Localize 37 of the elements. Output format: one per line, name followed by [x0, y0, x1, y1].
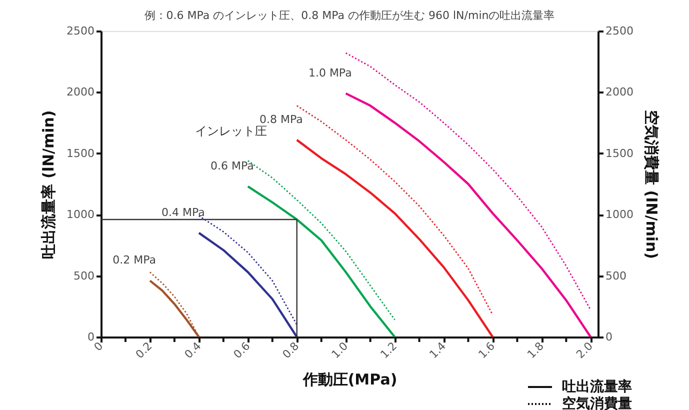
y2-tick-label: 0 [606, 330, 612, 344]
x-tick-label: 1.4 [426, 340, 448, 362]
y2-tick-label: 2000 [606, 86, 634, 99]
series-label: 1.0 MPa [308, 66, 352, 80]
y2-tick-label: 2500 [606, 24, 634, 38]
y-tick-label: 1500 [66, 146, 94, 160]
line-series [344, 92, 592, 337]
x-tick-label: 1.8 [524, 340, 546, 362]
x-tick-label: 0.8 [280, 340, 302, 362]
x-tick-label: 1.0 [329, 340, 351, 362]
y-tick-label: 2000 [66, 86, 94, 99]
chart-title: 例：0.6 MPa のインレット圧、0.8 MPa の作動圧が生む 960 lN/minの吐出流量率 [144, 9, 555, 22]
text: 吐出流量率 [562, 378, 632, 395]
y2-tick-label: 1500 [606, 146, 634, 160]
x-axis-title: 作動圧(MPa) [302, 370, 398, 388]
x-tick-label: 0.4 [182, 340, 204, 362]
x-tick-label: 1.6 [476, 340, 498, 362]
annotation: インレット圧 [195, 124, 267, 138]
y-tick-label: 1000 [66, 208, 94, 222]
line-series [198, 215, 298, 326]
x-tick-label: 0.6 [231, 340, 253, 362]
x-tick-label: 0 [92, 340, 106, 354]
series-label: 0.4 MPa [162, 206, 205, 219]
series-label: 0.8 MPa [259, 112, 303, 126]
y2-axis-title: 空気消費量 (IN/min) [642, 110, 660, 259]
y-axis-title: 吐出流量率 (lN/min) [40, 110, 58, 259]
y2-tick-label: 500 [606, 269, 626, 282]
x-tick-label: 0.2 [133, 340, 155, 362]
y-tick-label: 500 [74, 269, 94, 282]
series-label: 0.2 MPa [112, 254, 156, 267]
y-tick-label: 2500 [66, 24, 94, 38]
line-series [198, 232, 298, 337]
y2-tick-label: 1000 [606, 208, 634, 222]
x-tick-label: 1.2 [378, 340, 400, 362]
series-label: 0.6 MPa [210, 159, 254, 172]
x-tick-label: 2.0 [574, 340, 596, 362]
y-tick-label: 0 [88, 330, 94, 344]
